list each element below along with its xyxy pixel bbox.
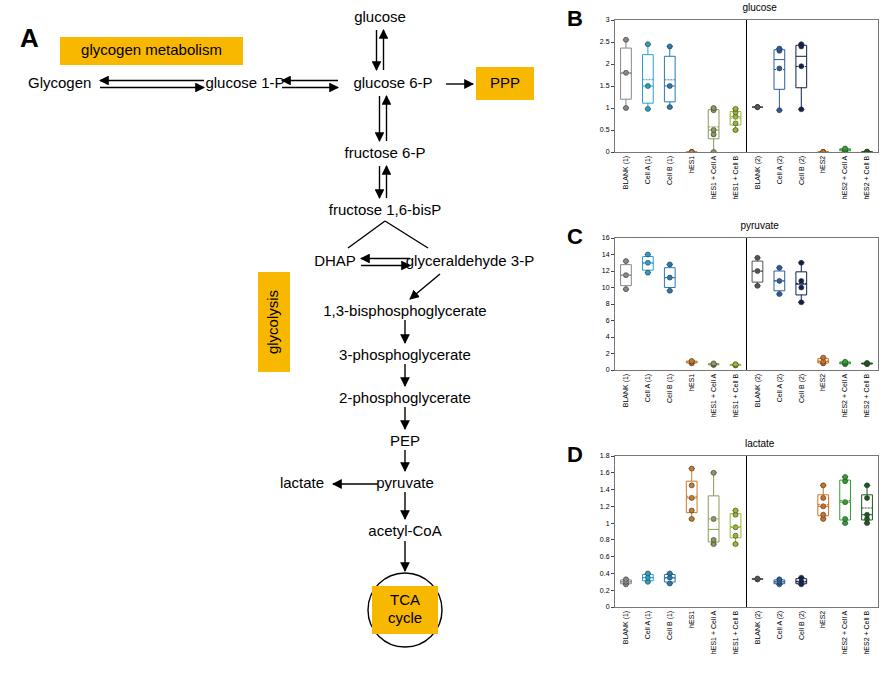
svg-text:hES2 + Cell A: hES2 + Cell A [841, 155, 848, 199]
svg-text:0.2: 0.2 [600, 587, 610, 594]
svg-text:2: 2 [606, 60, 610, 67]
svg-text:hES2 + Cell A: hES2 + Cell A [841, 610, 848, 654]
svg-text:TCA: TCA [390, 591, 420, 608]
html-text:B: B [567, 6, 583, 31]
svg-text:Cell B (1): Cell B (1) [666, 156, 674, 185]
svg-text:glycogen metabolism: glycogen metabolism [81, 41, 222, 58]
svg-text:Cell A (2): Cell A (2) [776, 611, 784, 639]
svg-text:0.5: 0.5 [600, 126, 610, 133]
svg-text:Cell B (2): Cell B (2) [798, 374, 806, 403]
svg-text:hES1 + Cell A: hES1 + Cell A [710, 373, 717, 417]
svg-text:0: 0 [606, 148, 610, 155]
svg-text:Cell B (1): Cell B (1) [666, 611, 674, 640]
svg-text:hES2 + Cell B: hES2 + Cell B [863, 373, 870, 417]
svg-text:Glycogen: Glycogen [28, 74, 91, 91]
svg-text:hES1 + Cell B: hES1 + Cell B [732, 155, 739, 199]
svg-text:2.5: 2.5 [600, 38, 610, 45]
svg-text:glucose 1-P: glucose 1-P [205, 74, 284, 91]
svg-text:cycle: cycle [388, 609, 422, 626]
svg-text:hES1 + Cell B: hES1 + Cell B [732, 610, 739, 654]
svg-text:fructose 1,6-bisP: fructose 1,6-bisP [329, 201, 442, 218]
svg-text:Cell A (2): Cell A (2) [776, 156, 784, 184]
svg-text:Cell A (1): Cell A (1) [644, 156, 652, 184]
svg-text:hES1: hES1 [688, 611, 695, 628]
svg-text:10: 10 [602, 284, 610, 291]
svg-text:0.8: 0.8 [600, 536, 610, 543]
svg-text:0.4: 0.4 [600, 570, 610, 577]
svg-text:BLANK (1): BLANK (1) [622, 611, 630, 644]
svg-text:16: 16 [602, 234, 610, 241]
svg-text:pyruvate: pyruvate [376, 474, 434, 491]
svg-text:DHAP: DHAP [314, 252, 356, 269]
svg-text:hES2 + Cell B: hES2 + Cell B [863, 610, 870, 654]
svg-text:Cell A (2): Cell A (2) [776, 374, 784, 402]
svg-text:BLANK (1): BLANK (1) [622, 374, 630, 407]
svg-text:BLANK (2): BLANK (2) [754, 611, 762, 644]
svg-text:1.5: 1.5 [600, 82, 610, 89]
svg-text:PEP: PEP [390, 432, 420, 449]
svg-text:hES2: hES2 [819, 374, 826, 391]
svg-text:hES2: hES2 [819, 156, 826, 173]
svg-text:Cell B (2): Cell B (2) [798, 611, 806, 640]
svg-text:hES2 + Cell B: hES2 + Cell B [863, 155, 870, 199]
svg-text:glucose: glucose [742, 2, 777, 13]
svg-text:fructose 6-P: fructose 6-P [345, 144, 426, 161]
svg-text:lactate: lactate [280, 474, 324, 491]
svg-text:hES1: hES1 [688, 156, 695, 173]
svg-text:Cell A (1): Cell A (1) [644, 374, 652, 402]
svg-text:3: 3 [606, 16, 610, 23]
svg-text:PPP: PPP [490, 74, 520, 91]
svg-text:4: 4 [606, 333, 610, 340]
svg-text:pyruvate: pyruvate [740, 220, 779, 231]
svg-text:14: 14 [602, 251, 610, 258]
html-text:D: D [567, 442, 583, 467]
svg-text:A: A [20, 23, 39, 53]
svg-text:acetyl-CoA: acetyl-CoA [368, 522, 441, 539]
svg-text:hES2: hES2 [819, 611, 826, 628]
svg-text:BLANK (2): BLANK (2) [754, 156, 762, 189]
svg-text:Cell B (1): Cell B (1) [666, 374, 674, 403]
svg-text:BLANK (2): BLANK (2) [754, 374, 762, 407]
html-text:C: C [567, 224, 583, 249]
svg-text:glyceraldehyde 3-P: glyceraldehyde 3-P [406, 252, 534, 269]
svg-text:1: 1 [606, 104, 610, 111]
svg-text:0: 0 [606, 603, 610, 610]
svg-text:Cell B (2): Cell B (2) [798, 156, 806, 185]
svg-text:glucose 6-P: glucose 6-P [353, 74, 432, 91]
svg-text:1: 1 [606, 520, 610, 527]
svg-text:glycolysis: glycolysis [264, 290, 281, 354]
svg-text:hES2 + Cell A: hES2 + Cell A [841, 373, 848, 417]
svg-text:0.6: 0.6 [600, 553, 610, 560]
svg-text:BLANK (1): BLANK (1) [622, 156, 630, 189]
svg-text:Cell A (1): Cell A (1) [644, 611, 652, 639]
svg-text:1.8: 1.8 [600, 452, 610, 459]
svg-text:hES1: hES1 [688, 374, 695, 391]
svg-text:hES1 + Cell A: hES1 + Cell A [710, 610, 717, 654]
svg-text:12: 12 [602, 267, 610, 274]
svg-text:hES1 + Cell A: hES1 + Cell A [710, 155, 717, 199]
svg-text:glucose: glucose [354, 8, 406, 25]
svg-text:0: 0 [606, 366, 610, 373]
svg-text:lactate: lactate [745, 438, 775, 449]
svg-text:2-phosphoglycerate: 2-phosphoglycerate [339, 389, 471, 406]
svg-text:6: 6 [606, 317, 610, 324]
svg-text:2: 2 [606, 350, 610, 357]
svg-text:hES1 + Cell B: hES1 + Cell B [732, 373, 739, 417]
svg-text:1.4: 1.4 [600, 486, 610, 493]
svg-text:3-phosphoglycerate: 3-phosphoglycerate [339, 346, 471, 363]
svg-text:1.2: 1.2 [600, 503, 610, 510]
svg-text:1,3-bisphosphoglycerate: 1,3-bisphosphoglycerate [323, 302, 486, 319]
svg-text:1.6: 1.6 [600, 469, 610, 476]
svg-text:8: 8 [606, 300, 610, 307]
